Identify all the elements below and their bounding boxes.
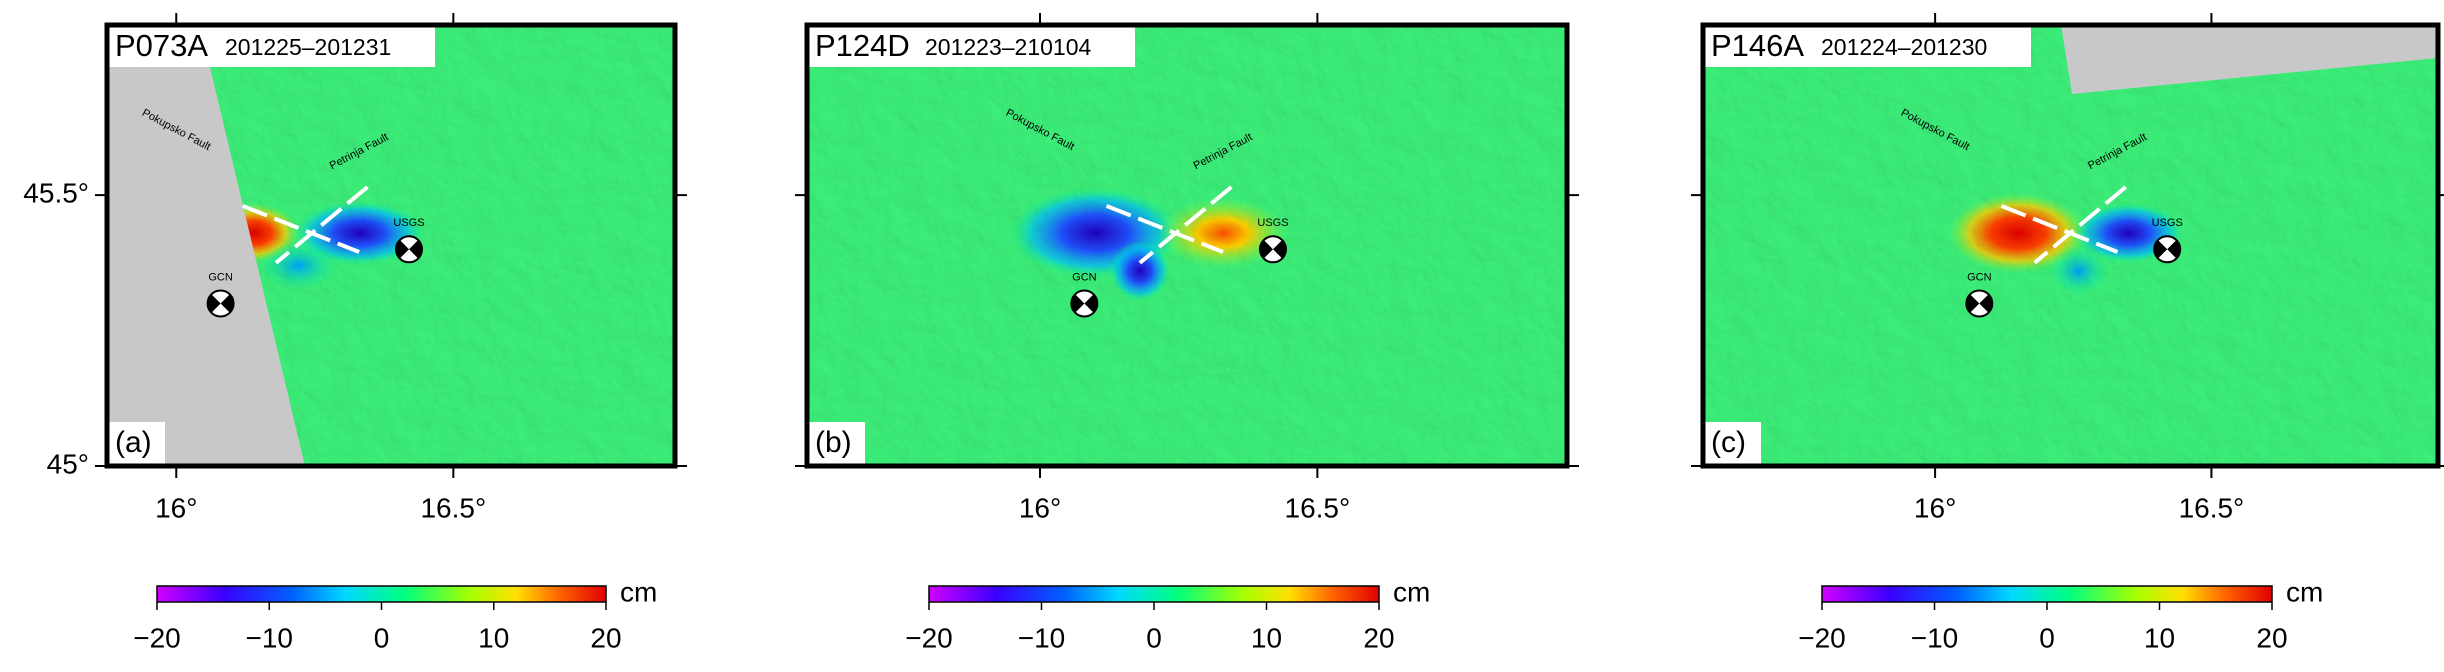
panel-label-box	[1705, 422, 1761, 464]
beachball-quadrant	[1259, 239, 1287, 259]
event-label: GCN	[1072, 271, 1097, 283]
colorbar	[928, 585, 1380, 603]
panel-label: (a)	[115, 426, 152, 459]
focal-mechanism	[1258, 235, 1287, 264]
colorbar	[1821, 585, 2273, 603]
x-tick-label: 16°	[155, 492, 197, 523]
panel-label: (c)	[1711, 426, 1746, 459]
colorbar-tick-label: 0	[2039, 622, 2055, 653]
date-range: 201224–201230	[1821, 34, 1987, 60]
event-label: GCN	[208, 271, 233, 283]
fault-trace	[2033, 185, 2128, 265]
no-data-area	[107, 25, 305, 466]
hillshade	[1703, 25, 2438, 466]
no-data-area	[2061, 25, 2438, 94]
focal-mechanism	[2153, 235, 2182, 264]
date-range: 201225–201231	[225, 34, 391, 60]
track-name: P073A	[115, 28, 208, 63]
map-panel: Pokupsko Fault Petrinja FaultUSGSGCNP073A…	[23, 13, 687, 653]
beachball-quadrant	[207, 294, 234, 313]
fault-trace	[1105, 204, 1224, 254]
panel-label-box	[109, 422, 165, 464]
fault-trace	[242, 204, 360, 254]
fault-trace	[1138, 185, 1233, 265]
track-name: P146A	[1711, 28, 1804, 63]
date-range: 201223–210104	[925, 34, 1091, 60]
map-frame	[104, 22, 678, 469]
x-tick-label: 16.5°	[420, 492, 486, 523]
fault-trace	[274, 185, 369, 265]
map-frame	[804, 22, 1570, 469]
x-tick-label: 16.5°	[2179, 492, 2245, 523]
colorbar-tick-label: 10	[2144, 622, 2175, 653]
event-label: USGS	[393, 217, 424, 229]
focal-mechanism	[206, 289, 235, 318]
event-label: USGS	[1257, 217, 1288, 229]
colorbar-tick-label: 10	[478, 622, 509, 653]
beachball-quadrant	[1071, 294, 1098, 313]
beachball-quadrant	[2153, 239, 2181, 259]
colorbar-unit: cm	[620, 576, 657, 607]
colorbar-unit: cm	[2286, 576, 2323, 607]
colorbar-tick-label: 0	[1146, 622, 1162, 653]
focal-mechanism	[395, 235, 424, 264]
x-tick-label: 16.5°	[1285, 492, 1351, 523]
colorbar-tick-label: 0	[374, 622, 390, 653]
colorbar-unit: cm	[1393, 576, 1430, 607]
y-tick-label: 45.5°	[23, 178, 89, 209]
colorbar-tick-label: 20	[590, 622, 621, 653]
focal-mechanism	[1965, 289, 1994, 318]
colorbar	[156, 585, 607, 603]
title-box	[809, 27, 1135, 67]
panel-label-box	[809, 422, 865, 464]
title-box	[1705, 27, 2031, 67]
colorbar-tick-label: −10	[246, 622, 294, 653]
track-name: P124D	[815, 28, 910, 63]
map-panel: Pokupsko Fault Petrinja FaultUSGSGCNP124D…	[795, 13, 1579, 653]
title-box	[109, 27, 435, 67]
colorbar-tick-label: −10	[1911, 622, 1959, 653]
fault-trace	[2000, 204, 2119, 254]
y-tick-label: 45°	[47, 448, 89, 479]
map-panel: Pokupsko Fault Petrinja FaultUSGSGCNP146A…	[1691, 13, 2444, 653]
beachball-quadrant	[395, 239, 423, 259]
event-label: USGS	[2152, 217, 2183, 229]
beachball-quadrant	[1965, 294, 1993, 313]
colorbar-tick-label: −20	[133, 622, 181, 653]
focal-mechanism	[1070, 289, 1099, 318]
hillshade	[807, 25, 1567, 466]
colorbar-tick-label: 20	[2256, 622, 2287, 653]
x-tick-label: 16°	[1019, 492, 1061, 523]
colorbar-tick-label: 20	[1363, 622, 1394, 653]
colorbar-tick-label: 10	[1251, 622, 1282, 653]
map-frame	[1700, 22, 2441, 469]
x-tick-label: 16°	[1914, 492, 1956, 523]
event-label: GCN	[1967, 271, 1992, 283]
colorbar-tick-label: −20	[1798, 622, 1846, 653]
colorbar-tick-label: −20	[905, 622, 953, 653]
panel-label: (b)	[815, 426, 852, 459]
colorbar-tick-label: −10	[1018, 622, 1066, 653]
